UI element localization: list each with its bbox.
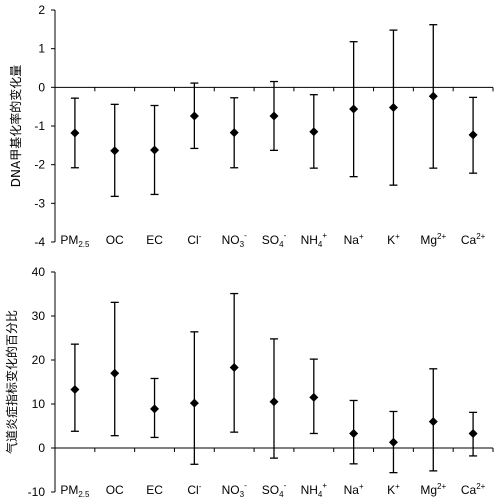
category-label: K+ [387,232,400,247]
error-bar [230,292,239,433]
inflammation-panel: 40 30 20 10 0 -10 气道炎症指标变化的百分比 PM2.5 OC EC Cl- NO3-… [4,265,494,499]
y-tick-label: -4 [34,235,45,249]
category-label: NO3- [222,481,247,499]
y-tick-label: 40 [32,265,46,279]
data-point [388,102,398,112]
y-tick-label: 20 [32,353,46,367]
data-point [110,146,120,156]
y-tick-label: 1 [38,42,45,56]
category-label: SO4- [262,481,287,499]
data-point [388,437,398,447]
y-tick-label: 2 [38,3,45,17]
category-label: NO3- [222,231,247,249]
methylation-panel: 2 1 0 -1 -2 -3 -4 DNA甲基化率的变化量 PM2.5 OC EC Cl- NO3- SO… [8,3,494,249]
category-label: K+ [387,482,400,497]
data-point [309,127,319,137]
data-point [309,392,319,402]
category-label: Mg2+ [420,232,446,247]
data-point [428,91,438,101]
y-tick-label: -2 [34,158,45,172]
category-label: Ca2+ [461,482,486,497]
data-point [349,428,359,438]
data-point [269,111,279,121]
data-point [189,398,199,408]
category-label: NH4+ [301,231,328,249]
category-label: PM2.5 [60,483,90,499]
category-label: Na+ [344,482,364,497]
y-axis-title: 气道炎症指标变化的百分比 [4,310,19,454]
data-point [189,111,199,121]
data-point [468,130,478,140]
data-point [70,128,80,138]
error-bar [190,331,199,465]
y-tick-label: -3 [34,196,45,210]
y-tick-label: 0 [38,441,45,455]
data-point [150,145,160,155]
data-point [269,397,279,407]
data-point [468,428,478,438]
data-point [229,128,239,138]
category-label: PM2.5 [60,233,90,249]
category-label: Cl- [187,482,201,497]
category-label: Cl- [187,232,201,247]
data-point [428,417,438,427]
y-tick-label: -1 [34,119,45,133]
y-tick-label: 10 [32,397,46,411]
y-tick-label: 0 [38,80,45,94]
data-point [110,368,120,378]
data-point [150,404,160,414]
y-tick-label: -10 [28,485,46,499]
category-label: Mg2+ [420,482,446,497]
category-label: OC [106,483,124,497]
category-label: NH4+ [301,481,328,499]
category-label: Na+ [344,232,364,247]
data-point [70,384,80,394]
category-label: OC [106,233,124,247]
y-tick-label: 30 [32,309,46,323]
category-label: Ca2+ [461,232,486,247]
data-point [229,362,239,372]
y-axis-title: DNA甲基化率的变化量 [8,65,23,187]
category-label: EC [146,233,163,247]
category-label: EC [146,483,163,497]
data-point [349,104,359,114]
category-label: SO4- [262,231,287,249]
